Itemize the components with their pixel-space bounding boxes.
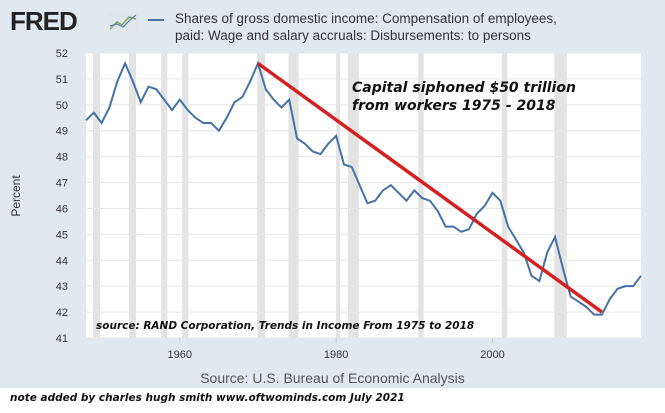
y-tick-label: 47 <box>56 178 68 190</box>
author-note: note added by charles hugh smith www.oft… <box>10 392 405 404</box>
fred-graph-icon <box>108 12 138 32</box>
recession-band <box>182 53 189 338</box>
x-tick-label: 2000 <box>480 349 504 361</box>
recession-band <box>161 53 168 338</box>
y-tick-label: 42 <box>56 307 68 319</box>
chart-title: Shares of gross domestic income: Compens… <box>175 10 645 44</box>
source-caption: Source: U.S. Bureau of Economic Analysis <box>200 370 465 386</box>
annotation-headline-2: from workers 1975 - 2018 <box>352 98 556 114</box>
recession-band <box>288 53 299 338</box>
recession-band <box>347 53 359 338</box>
x-tick-label: 1960 <box>168 349 192 361</box>
recession-band <box>128 53 137 338</box>
recession-band <box>93 53 101 338</box>
legend-line-icon <box>148 19 164 21</box>
wage-share-line <box>85 60 642 316</box>
y-tick-label: 45 <box>56 229 68 241</box>
y-tick-label: 51 <box>56 74 68 86</box>
y-tick-label: 41 <box>56 333 68 345</box>
recession-band <box>336 53 341 338</box>
fred-logo: FRED <box>10 6 78 36</box>
y-tick-label: 49 <box>56 126 68 138</box>
y-tick-label: 50 <box>56 100 68 112</box>
y-tick-label: 43 <box>56 281 68 293</box>
recession-band <box>501 53 508 338</box>
recession-band <box>257 53 266 338</box>
y-tick-label: 48 <box>56 152 68 164</box>
y-axis-label: Percent <box>9 175 23 217</box>
title-line-1: Shares of gross domestic income: Compens… <box>175 11 557 26</box>
title-line-2: paid: Wage and salary accruals: Disburse… <box>175 28 531 43</box>
annotation-source-note: source: RAND Corporation, Trends in Inco… <box>96 320 474 332</box>
y-tick-label: 52 <box>56 48 68 60</box>
x-tick-label: 1980 <box>324 349 348 361</box>
y-tick-label: 44 <box>56 255 68 267</box>
recession-band <box>554 53 567 338</box>
y-tick-label: 46 <box>56 203 68 215</box>
line-chart: 41 42 43 44 45 46 47 48 49 50 51 52 1960 1980 2000 Per… <box>9 48 642 361</box>
annotation-headline-1: Capital siphoned $50 trillion <box>352 80 576 96</box>
trend-line <box>256 61 603 314</box>
recession-band <box>418 53 424 338</box>
